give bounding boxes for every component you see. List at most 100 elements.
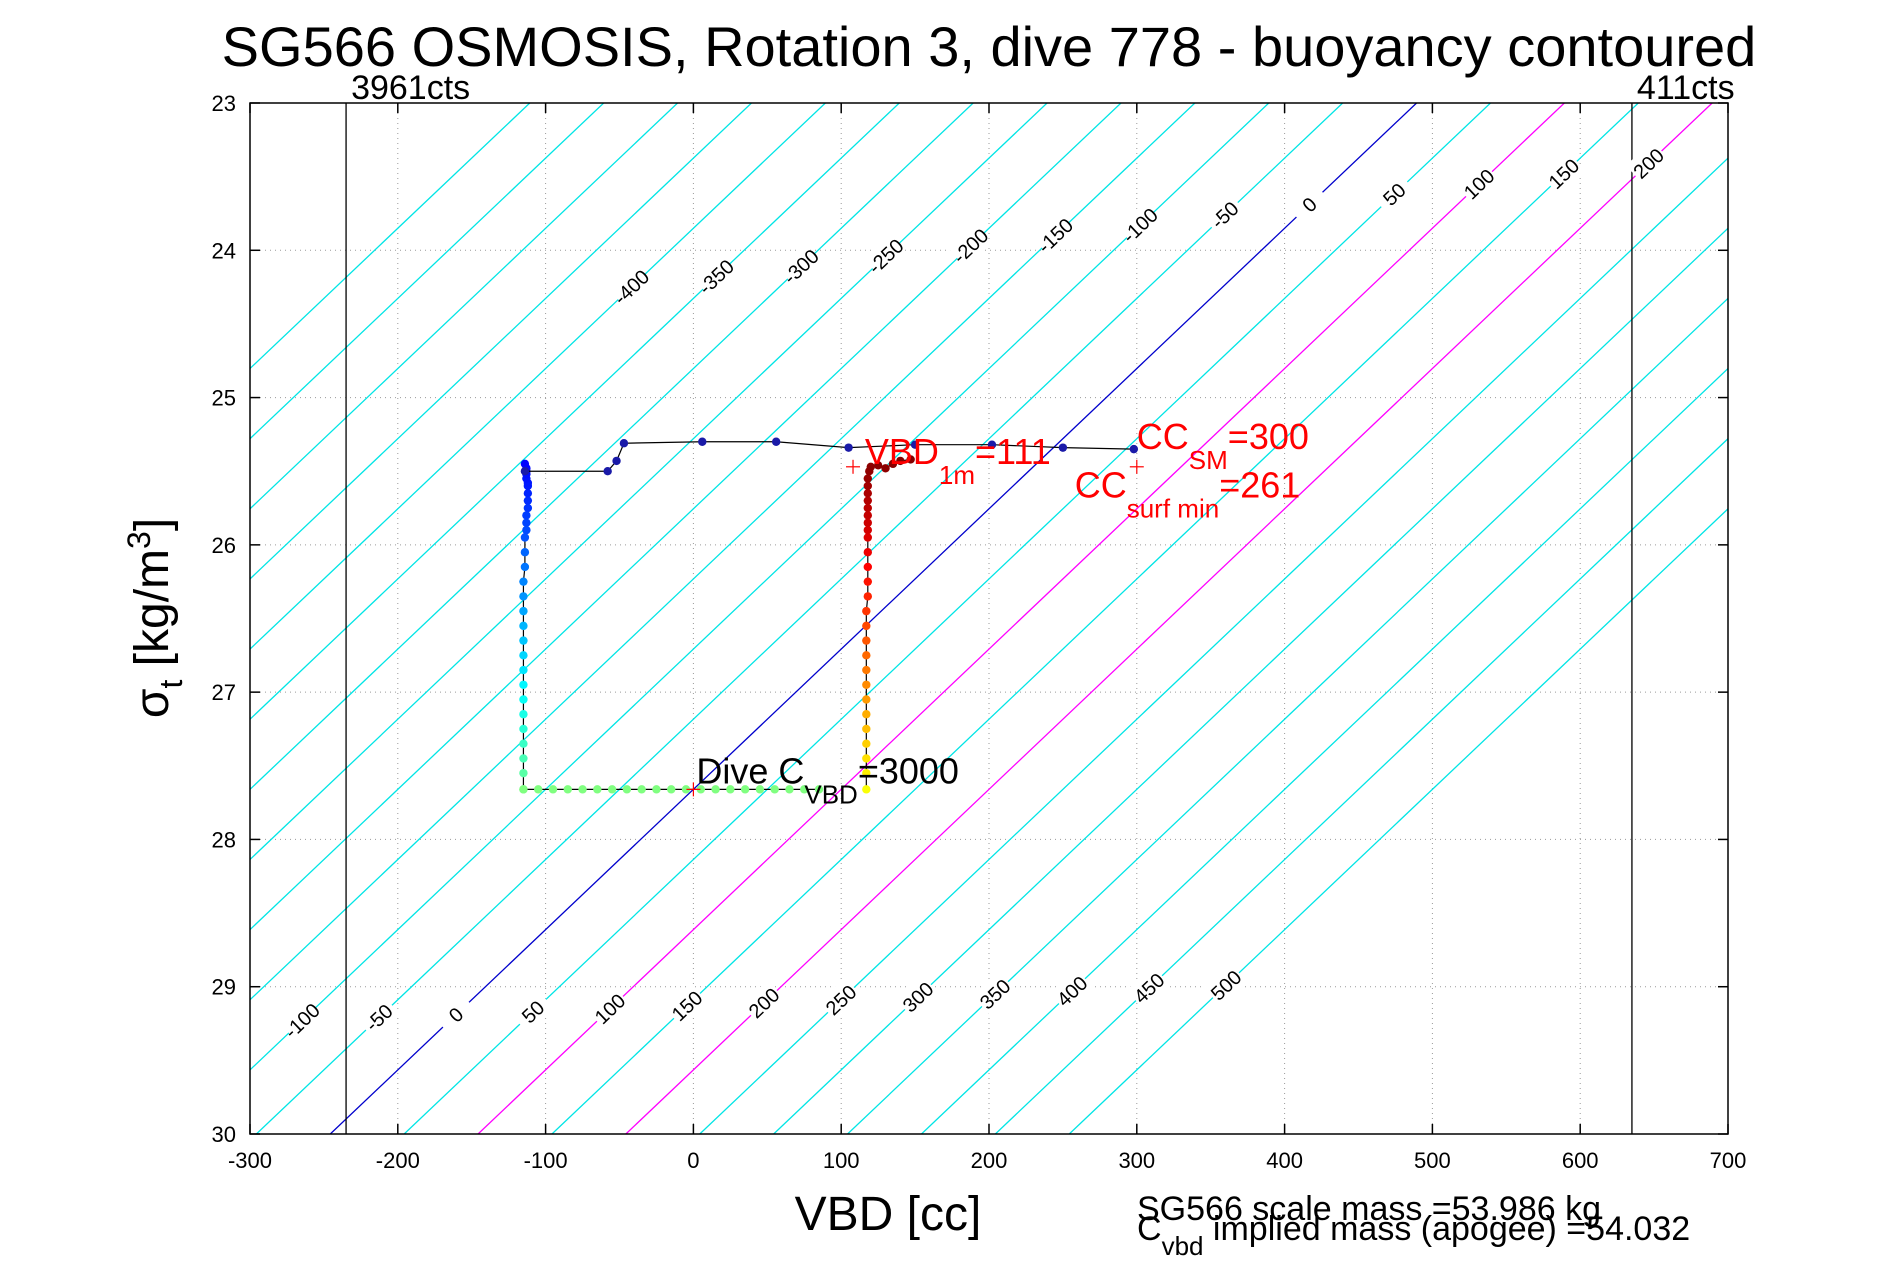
climb-trace-point [862,724,871,734]
climb-trace-point [873,461,883,470]
y-tick-label: 30 [212,1122,236,1147]
dive-traces [519,437,1139,794]
contour-label-bg [279,998,324,1042]
x-tick-label: 300 [1118,1148,1155,1173]
contour-label-bg [510,989,555,1033]
descent-trace-point [519,768,528,778]
y-tick-label: 24 [212,238,236,263]
y-tick-label: 23 [212,91,236,116]
contour-label-bg [1286,182,1331,226]
y-tick-label: 27 [212,680,236,705]
x-tick-label: 400 [1266,1148,1303,1173]
scale-mass-text: SG566 scale mass =53.986 kg [1137,1190,1601,1228]
climb-trace-point [863,548,873,557]
vbd-1m-value: =111 [975,431,1051,472]
vbd-1m-annotation: VBD1m=111 [865,431,1051,490]
climb-trace-point [862,606,871,616]
contour-label-bg [1117,202,1162,247]
contour-label-bg [664,983,709,1027]
surface-trace-point [619,439,629,448]
x-axis-label: VBD [cc] [795,1188,982,1241]
contour-label-bg [433,992,478,1036]
dive-cvbd-annotation: Dive CVBD=3000 [696,750,959,809]
buoyancy-contour-line [250,103,531,370]
climb-trace-point [863,474,873,483]
descent-trace-point [519,754,528,763]
climb-trace-point [888,459,898,469]
y-axis-label-sup: 3 [121,531,157,549]
x-tick-label: -200 [376,1148,420,1173]
y-axis-label-main: σ [126,689,179,719]
bottom-trace-point [607,785,617,794]
counts-label: 3961cts [351,69,470,107]
contour-label-bg [1126,965,1171,1010]
buoyancy-contour-line [551,103,1639,1134]
y-axis-label-sub: t [153,680,189,689]
bottom-trace-point [785,785,794,794]
climb-trace-point [866,462,875,471]
cc-sm-value: =300 [1228,416,1309,457]
cc-surf-min-sub: surf min [1127,494,1219,524]
dive-cvbd-value: =3000 [858,750,959,791]
axis-ticks: -300 -200 -100 0 100 200 300 400 500 600 700 23 24 25… [212,91,1747,1173]
surface-trace-point [603,467,612,476]
vbd-1m-main: VBD [865,431,939,472]
climb-trace-point [862,665,871,675]
buoyancy-contour-line [847,297,1728,1134]
dive-cvbd-sub: VBD [804,779,857,809]
bottom-trace-point [637,785,646,794]
y-tick-label: 29 [212,975,236,1000]
counts-lines: 3961cts 411cts [345,69,1735,1134]
point-markers [686,459,1144,797]
contour-label-bg [778,243,823,288]
cc-surf-min-annotation: CCsurf min=261 [1075,465,1301,524]
descent-trace-point [519,710,528,719]
contour-label-bg [1032,213,1077,257]
surface-trace-point [1129,444,1139,454]
buoyancy-contour-line [250,103,1122,931]
buoyancy-contour-line [477,103,1565,1134]
climb-trace-point [863,525,873,535]
descent-trace-point [523,503,533,513]
buoyancy-contour-line [250,103,1048,861]
descent-trace-point [520,562,530,572]
implied-mass-sub: vbd [1162,1231,1204,1261]
cc-sm-main: CC [1137,416,1189,457]
bottom-trace-point [519,785,528,794]
surface-trace-point [844,443,853,452]
x-tick-label: 200 [971,1148,1008,1173]
y-tick-label: 26 [212,533,236,558]
descent-trace-point [519,724,528,734]
descent-trace-point [519,592,528,601]
contour-label-bg [895,974,940,1019]
climb-trace-point [862,785,871,794]
buoyancy-contour-line [329,103,1418,1134]
climb-trace-point [862,680,871,689]
bottom-trace-point [696,785,705,794]
contour-label-bg [1371,171,1416,216]
contour-label-bg [818,977,863,1022]
surface-trace-point [698,437,707,446]
descent-trace-point [520,459,530,469]
buoyancy-contour-line [250,103,605,440]
climb-trace-point [862,754,871,763]
cc-sm-sub: SM [1189,445,1228,475]
implied-mass-main: C [1137,1210,1162,1248]
contour-label-bg [1625,140,1670,185]
descent-trace-point [519,577,528,586]
bottom-trace-point [681,785,691,794]
climb-trace-line [865,458,911,790]
y-axis-label-units: [kg/m [126,549,179,680]
buoyancy-contours [250,103,1728,1134]
bottom-trace-point [800,785,809,794]
surface-trace-point [520,467,530,476]
buoyancy-contour-line [994,437,1728,1134]
bottom-trace-point [548,785,558,794]
buoyancy-contour-line [255,103,1344,1134]
surface-trace-point [910,440,920,449]
counts-label: 411cts [1637,69,1735,107]
contour-label-bg [587,986,632,1030]
contour-label-bg [972,971,1017,1016]
climb-trace-point [863,503,873,513]
